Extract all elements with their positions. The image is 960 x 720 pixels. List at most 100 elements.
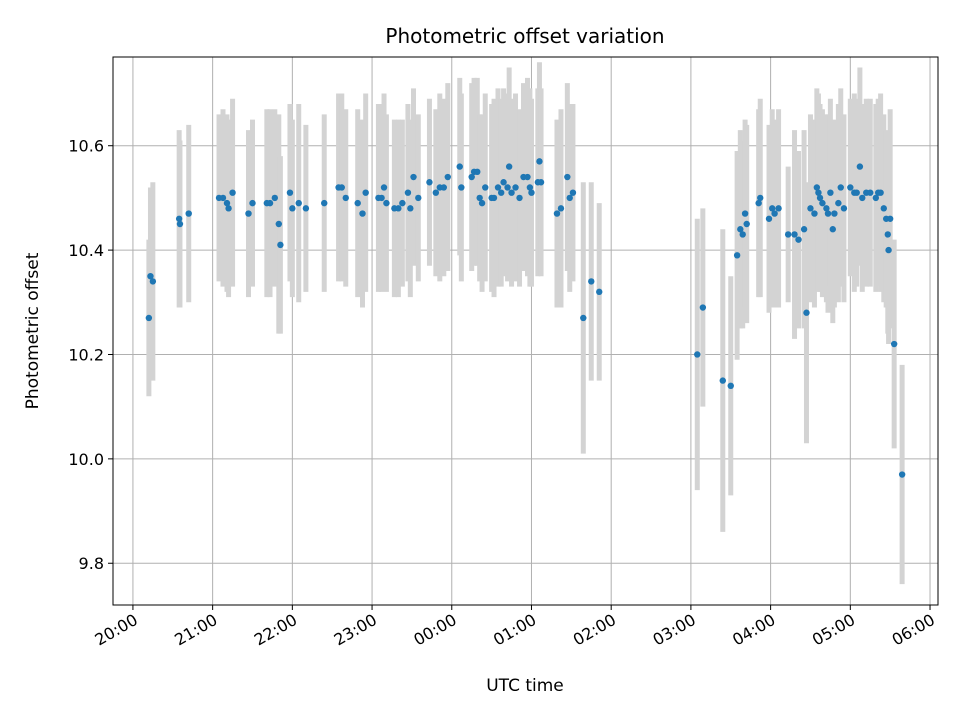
y-tick-label: 10.4: [68, 241, 104, 260]
data-point: [500, 179, 507, 186]
data-point: [456, 163, 463, 170]
data-point: [497, 189, 505, 196]
data-point: [739, 231, 746, 238]
data-point: [553, 210, 561, 217]
data-point: [528, 189, 535, 196]
data-point: [295, 199, 302, 207]
data-point: [286, 189, 294, 196]
data-point: [847, 184, 854, 191]
data-point: [504, 184, 511, 191]
data-point: [800, 226, 808, 233]
data-point: [816, 194, 824, 202]
data-point: [831, 210, 838, 217]
data-point: [755, 199, 762, 207]
data-point: [482, 184, 489, 191]
data-point: [526, 184, 534, 191]
data-point: [765, 215, 773, 222]
data-point: [757, 194, 764, 202]
data-point: [516, 194, 523, 202]
data-point: [271, 194, 279, 202]
data-point: [478, 199, 486, 207]
data-point: [566, 194, 573, 202]
data-point: [440, 184, 447, 191]
data-point: [145, 314, 153, 322]
data-point: [378, 194, 385, 202]
data-point: [399, 199, 406, 207]
data-point: [829, 226, 836, 233]
data-point: [811, 210, 818, 217]
data-point: [819, 199, 826, 207]
data-point: [407, 205, 414, 212]
data-point: [877, 189, 884, 196]
data-point: [410, 173, 417, 181]
data-point: [564, 173, 571, 181]
data-point: [426, 179, 433, 186]
data-point: [176, 220, 184, 228]
y-axis: 9.8 10.0 10.2 10.4 10.6: [68, 137, 113, 573]
data-point: [856, 163, 864, 170]
y-tick-label: 9.8: [79, 554, 104, 573]
data-point: [775, 205, 782, 212]
data-point: [791, 231, 798, 238]
data-point: [225, 205, 232, 212]
data-point: [147, 273, 154, 280]
data-point: [699, 304, 707, 311]
data-point: [474, 168, 481, 176]
data-point: [824, 210, 832, 217]
data-point: [803, 309, 810, 316]
data-point: [885, 246, 892, 254]
data-point: [537, 179, 545, 186]
data-point: [249, 199, 256, 207]
data-point: [853, 189, 860, 196]
plot-frame: [112, 56, 939, 606]
data-point: [458, 184, 465, 191]
data-point: [223, 199, 231, 207]
data-point: [807, 205, 814, 212]
data-point: [569, 189, 577, 196]
data-point: [444, 173, 451, 181]
data-point: [494, 184, 502, 191]
data-point: [596, 288, 603, 296]
data-point: [727, 382, 734, 389]
data-point: [490, 194, 498, 202]
data-point: [771, 210, 778, 217]
data-point: [277, 241, 284, 249]
data-point: [505, 163, 513, 170]
data-point: [404, 189, 412, 196]
data-point: [795, 236, 802, 243]
data-point: [884, 231, 891, 238]
data-point: [557, 205, 565, 212]
y-tick-label: 10.6: [68, 137, 104, 156]
data-point: [880, 205, 887, 212]
data-point: [524, 173, 531, 181]
data-point: [536, 158, 543, 165]
data-point: [415, 194, 422, 202]
data-point: [588, 278, 595, 285]
data-point: [185, 210, 192, 217]
data-point: [321, 199, 328, 207]
chart-title: Photometric offset variation: [385, 24, 664, 48]
data-point: [886, 215, 894, 222]
data-point: [743, 220, 750, 228]
data-point: [275, 220, 282, 228]
y-tick-label: 10.0: [68, 450, 104, 469]
data-point: [229, 189, 236, 196]
data-point: [362, 189, 369, 196]
data-point: [769, 205, 776, 212]
data-point: [580, 314, 587, 322]
data-point: [508, 189, 515, 196]
data-point: [245, 210, 252, 217]
data-point: [338, 184, 345, 191]
y-tick-label: 10.2: [68, 345, 104, 364]
data-point: [266, 199, 274, 207]
data-point: [872, 194, 880, 202]
data-point: [835, 199, 842, 207]
data-point: [395, 205, 402, 212]
data-point: [432, 189, 440, 196]
data-point: [694, 351, 701, 358]
data-point: [823, 205, 830, 212]
data-point: [359, 210, 366, 217]
data-point: [175, 215, 183, 222]
data-point: [813, 184, 821, 191]
